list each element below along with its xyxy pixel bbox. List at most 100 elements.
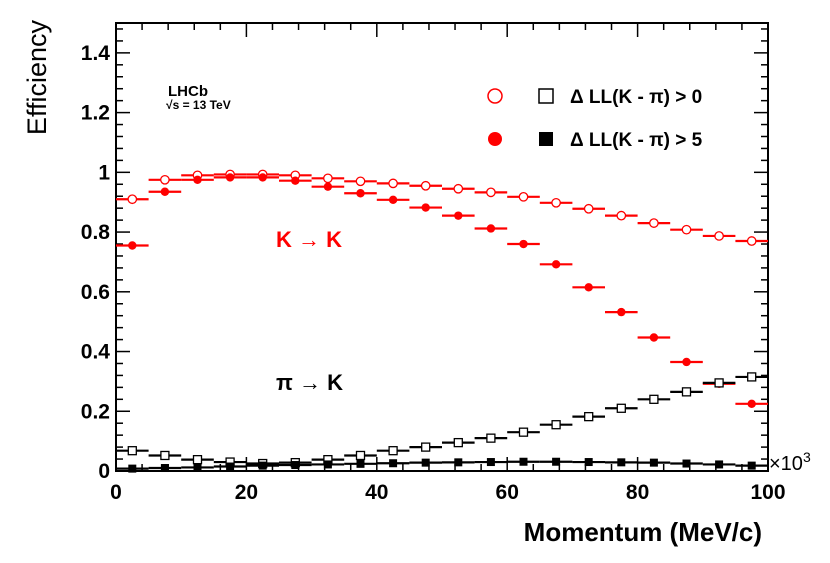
annotation-pi-to-k: π → K [276,370,343,395]
series-filled-square [116,457,768,473]
data-point-filled-square [193,463,202,472]
data-point-open-square [551,420,561,430]
data-point-open-circle [616,210,627,221]
data-point-filled-square [160,464,169,473]
legend-open-square-icon [538,88,554,104]
data-point-filled-circle [258,173,267,182]
data-point-filled-circle [486,224,496,233]
x-axis-title: Momentum (MeV/c) [524,517,762,547]
data-point-open-square [518,427,529,437]
data-point-filled-circle [225,173,235,182]
data-point-filled-circle [291,176,300,185]
x-tick-label: 40 [365,481,388,504]
y-tick-label: 0.6 [81,281,110,304]
y-tick-label: 0.2 [81,400,110,423]
data-point-open-circle [518,191,529,202]
data-point-filled-square [128,464,137,473]
y-tick-label: 1.4 [81,42,111,65]
y-tick-label: 1 [98,161,110,184]
data-point-open-circle [681,224,692,235]
legend-label-1: Δ LL(K - π) > 5 [570,130,703,151]
data-point-filled-circle [356,189,365,198]
data-point-open-circle [714,231,724,241]
x-multiplier-exponent: 3 [803,449,811,465]
x-tick-label: 0 [110,481,122,504]
x-tick-label: 80 [626,481,649,504]
data-point-filled-circle [323,182,333,191]
data-point-filled-square [552,457,561,466]
y-tick-label: 1.2 [81,102,110,125]
data-point-open-square [355,450,366,461]
data-point-open-square [714,378,724,388]
data-point-filled-square [258,461,267,470]
data-point-open-circle [420,180,431,191]
energy-label: √s = 13 TeV [166,98,231,112]
annotation-k-to-k: K → K [276,227,342,252]
data-point-filled-circle [584,283,593,292]
experiment-label: LHCb [168,83,208,100]
data-point-open-circle [453,183,464,194]
data-point-filled-square [682,459,691,468]
data-point-open-square [160,450,170,461]
data-point-open-circle [323,173,333,184]
data-point-filled-circle [617,307,626,317]
data-point-filled-circle [388,195,398,205]
data-point-filled-square [356,459,365,468]
data-point-filled-square [454,458,463,467]
data-point-filled-square [421,458,430,467]
tick-labels: 0 20 40 60 80 100 0 0.2 0.4 0.6 0.8 1 1.2 1.4 [81,42,786,504]
data-point-filled-square [715,460,724,469]
data-point-open-circle [160,174,170,185]
data-point-filled-circle [193,175,202,184]
data-point-filled-circle [519,239,528,249]
data-point-open-circle [746,236,757,246]
data-point-filled-square [649,458,658,467]
legend-open-circle-icon [487,88,503,104]
data-point-filled-square [747,461,756,470]
data-point-filled-circle [421,203,430,212]
data-point-filled-circle [454,211,463,220]
data-point-filled-circle [160,187,170,196]
y-tick-label: 0 [98,460,110,483]
data-point-filled-square [584,458,593,467]
x-multiplier-label: ×103 [769,449,811,475]
data-point-filled-circle [682,357,691,367]
data-point-filled-square [226,462,235,471]
data-point-filled-circle [551,260,561,269]
data-point-open-square [388,446,398,456]
x-tick-label: 20 [235,481,258,504]
data-point-open-square [453,437,463,448]
data-point-open-circle [551,197,561,208]
data-point-open-circle [355,176,366,187]
data-point-filled-square [323,460,332,469]
y-axis-title: Efficiency [22,20,52,136]
data-point-filled-square [519,457,528,466]
axis-ticks [115,23,769,472]
x-tick-label: 60 [496,481,519,504]
data-point-filled-circle [128,241,137,250]
series-filled-circle [116,173,768,408]
data-point-open-circle [388,178,398,189]
data-series [116,169,768,473]
data-point-open-square [192,455,203,465]
y-tick-label: 0.4 [81,341,111,364]
plot-frame [115,22,769,472]
legend-filled-square-icon [539,132,553,146]
data-point-open-circle [649,218,659,228]
data-point-open-square [486,433,496,443]
data-point-filled-square [389,459,398,468]
data-point-open-circle [127,194,138,205]
data-point-open-circle [486,187,496,198]
legend: Δ LL(K - π) > 0 Δ LL(K - π) > 5 [487,87,703,151]
data-point-open-square [747,372,757,382]
data-point-open-square [421,442,431,452]
x-tick-label: 100 [750,481,785,504]
y-tick-label: 0.8 [81,221,111,244]
data-point-filled-square [486,458,495,467]
data-point-open-square [127,446,137,456]
data-point-open-square [616,403,626,413]
data-point-filled-circle [747,399,756,408]
data-point-open-square [584,411,594,422]
legend-label-0: Δ LL(K - π) > 0 [570,87,702,108]
